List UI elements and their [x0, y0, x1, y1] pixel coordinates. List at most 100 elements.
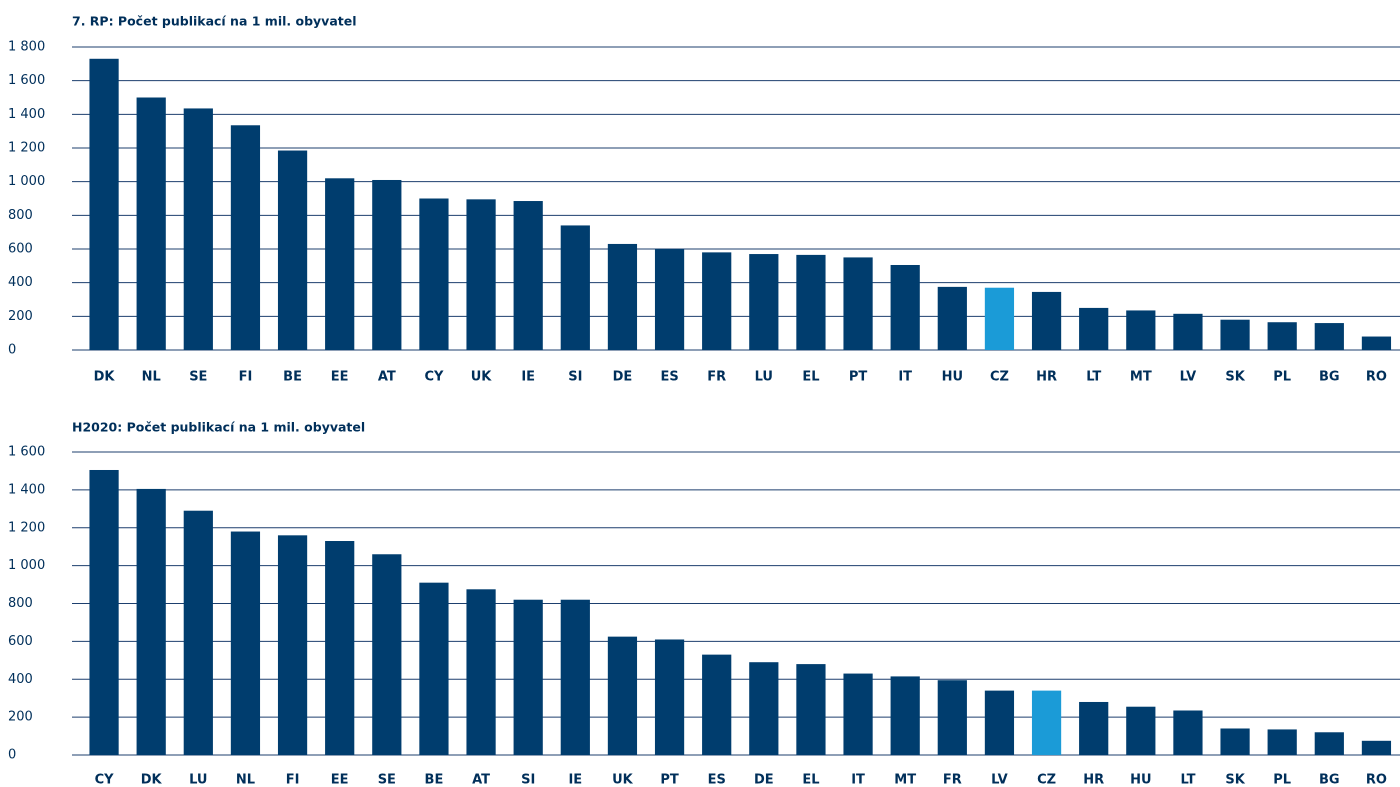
y-tick-label: 1 000: [8, 174, 45, 189]
bar: [1031, 291, 1062, 350]
x-tick-label: LU: [755, 370, 773, 385]
x-tick-label: IE: [521, 370, 535, 385]
x-tick-label: CY: [95, 773, 115, 787]
x-tick-label: AT: [378, 370, 396, 385]
x-tick-label: PL: [1273, 370, 1291, 385]
bar: [937, 680, 967, 755]
bar: [183, 510, 213, 755]
x-tick-label: SI: [568, 370, 582, 385]
x-tick-label: NL: [142, 370, 161, 385]
bar: [1220, 728, 1250, 755]
x-tick-label: EE: [331, 370, 349, 385]
bar: [372, 554, 402, 755]
x-tick-label: AT: [472, 773, 490, 787]
x-tick-label: SE: [378, 773, 396, 787]
y-tick-label: 200: [8, 309, 33, 324]
y-tick-label: 1 200: [8, 520, 45, 535]
y-tick-label: 400: [8, 672, 33, 687]
bar: [749, 254, 779, 350]
x-tick-label: FI: [286, 773, 300, 787]
bar: [277, 150, 308, 350]
x-tick-label: UK: [471, 370, 493, 385]
x-tick-label: FR: [943, 773, 962, 787]
x-tick-label: LV: [991, 773, 1008, 787]
x-tick-label: EE: [331, 773, 349, 787]
x-tick-label: BG: [1319, 370, 1340, 385]
bar: [466, 199, 496, 350]
bar: [466, 589, 496, 755]
bar: [89, 58, 119, 351]
y-tick-label: 200: [8, 710, 33, 725]
y-tick-label: 0: [8, 343, 16, 358]
bar: [1267, 729, 1297, 755]
x-tick-label: DE: [613, 370, 633, 385]
bar: [1126, 310, 1156, 350]
x-tick-label: LU: [189, 773, 207, 787]
x-tick-label: PT: [849, 370, 868, 385]
x-tick-label: FI: [239, 370, 253, 385]
bar: [890, 264, 920, 350]
x-tick-label: HR: [1036, 370, 1057, 385]
y-tick-label: 1 400: [8, 107, 45, 122]
x-tick-label: MT: [894, 773, 916, 787]
x-tick-label: RO: [1366, 370, 1387, 385]
x-tick-label: SK: [1225, 773, 1245, 787]
x-tick-label: EL: [802, 773, 819, 787]
x-tick-label: HU: [942, 370, 963, 385]
x-tick-label: IE: [568, 773, 582, 787]
bar: [984, 690, 1015, 755]
y-tick-label: 1 600: [8, 445, 45, 460]
bar: [230, 531, 261, 755]
x-tick-label: DK: [141, 773, 163, 787]
bar: [607, 636, 638, 755]
x-tick-label: HR: [1083, 773, 1104, 787]
x-tick-label: CZ: [990, 370, 1009, 385]
x-tick-label: BE: [283, 370, 302, 385]
x-tick-label: ES: [660, 370, 678, 385]
bar: [607, 243, 638, 350]
bar: [749, 662, 779, 755]
x-tick-label: IT: [851, 773, 865, 787]
x-tick-label: CZ: [1037, 773, 1056, 787]
x-tick-label: DE: [754, 773, 774, 787]
x-tick-label: NL: [236, 773, 255, 787]
bar: [419, 198, 449, 350]
bar: [702, 654, 732, 755]
bar: [843, 257, 873, 350]
bar: [1031, 690, 1062, 755]
bar: [560, 599, 590, 755]
y-tick-label: 600: [8, 242, 33, 257]
bar: [937, 286, 967, 350]
chart-title: H2020: Počet publikací na 1 mil. obyvate…: [72, 420, 365, 435]
y-tick-label: 1 200: [8, 141, 45, 156]
x-tick-label: IT: [898, 370, 912, 385]
bar: [654, 639, 685, 755]
x-tick-label: PT: [660, 773, 679, 787]
bar: [702, 252, 732, 350]
x-tick-label: LV: [1180, 370, 1197, 385]
x-tick-label: BG: [1319, 773, 1340, 787]
y-tick-label: 600: [8, 634, 33, 649]
bar: [654, 249, 685, 350]
bar: [513, 201, 543, 350]
bar: [277, 535, 308, 755]
y-tick-label: 0: [8, 748, 16, 763]
bar: [1267, 322, 1297, 350]
x-tick-label: EL: [802, 370, 819, 385]
chart-title: 7. RP: Počet publikací na 1 mil. obyvate…: [72, 14, 357, 29]
bar: [560, 225, 590, 350]
x-tick-label: PL: [1273, 773, 1291, 787]
bar: [1361, 740, 1392, 755]
bar: [1314, 323, 1344, 350]
bar: [1079, 307, 1109, 350]
bar: [890, 676, 920, 755]
x-tick-label: RO: [1366, 773, 1387, 787]
x-tick-label: CY: [424, 370, 444, 385]
bar: [89, 469, 119, 755]
y-tick-label: 1 400: [8, 482, 45, 497]
bar: [136, 97, 166, 350]
bar: [325, 541, 355, 755]
bar: [1314, 732, 1344, 755]
bar: [1220, 319, 1250, 350]
